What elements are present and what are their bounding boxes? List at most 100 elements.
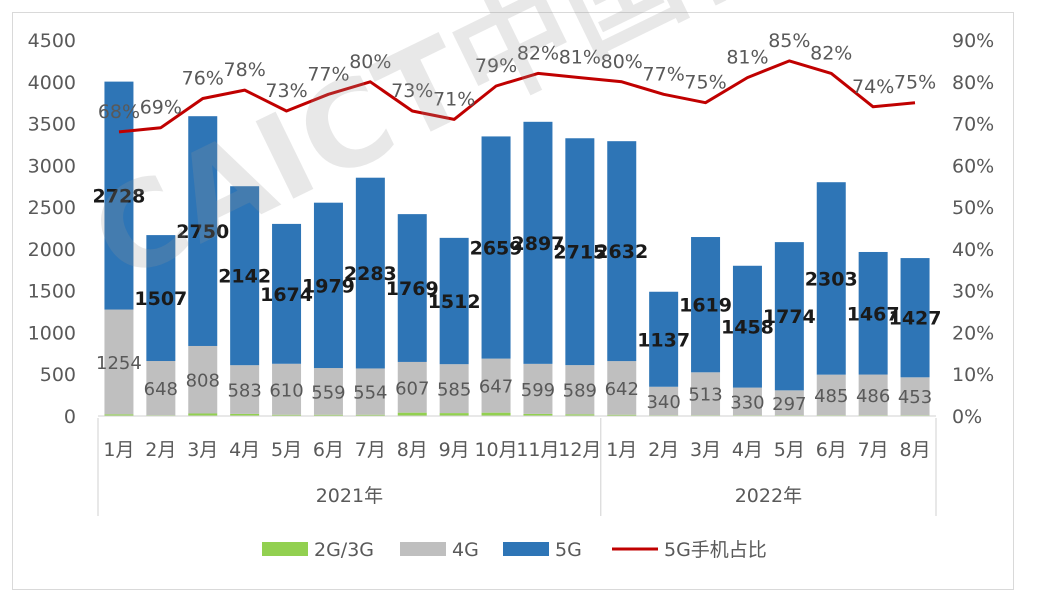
data-label-5g: 1507: [134, 288, 187, 310]
x-tick-label: 3月: [187, 439, 218, 461]
bar-5g: [272, 223, 302, 364]
x-tick-label: 7月: [355, 439, 386, 461]
year-label: 2022年: [735, 485, 802, 507]
bar-5g: [397, 214, 427, 362]
bar-5g: [732, 265, 762, 388]
bar-5g: [146, 235, 176, 362]
share-label: 80%: [349, 51, 391, 73]
x-tick-label: 5月: [271, 439, 302, 461]
data-label-5g: 2142: [218, 266, 271, 288]
share-label: 78%: [224, 59, 266, 81]
bar-2g3g: [355, 414, 385, 416]
share-label: 81%: [726, 47, 768, 69]
y-right-tick-label: 10%: [952, 364, 994, 386]
x-tick-label: 11月: [516, 439, 559, 461]
bar-5g: [607, 141, 637, 362]
bar-2g3g: [188, 413, 218, 416]
bar-2g3g: [313, 414, 343, 416]
data-label-5g: 2283: [344, 263, 397, 285]
bar-4g: [900, 377, 930, 416]
year-label: 2021年: [316, 485, 383, 507]
chart-frame: [12, 12, 1014, 590]
x-tick-label: 2月: [648, 439, 679, 461]
x-tick-label: 6月: [816, 439, 847, 461]
bar-5g: [858, 251, 888, 375]
share-label: 75%: [684, 72, 726, 94]
data-label-4g: 513: [688, 385, 722, 406]
bar-5g: [774, 242, 804, 391]
data-label-4g: 648: [144, 379, 178, 400]
y-left-tick-label: 3500: [28, 114, 76, 136]
y-left-tick-label: 1500: [28, 281, 76, 303]
bar-2g3g: [272, 414, 302, 416]
y-left-tick-label: 4500: [28, 30, 76, 52]
bar-5g: [439, 237, 469, 365]
data-label-5g: 1979: [302, 275, 355, 297]
data-label-5g: 2715: [553, 242, 606, 264]
bar-5g: [649, 291, 679, 387]
data-label-4g: 453: [898, 387, 932, 408]
bar-2g3g: [104, 414, 134, 416]
data-label-4g: 583: [227, 381, 261, 402]
bar-5g: [188, 116, 218, 346]
data-label-4g: 642: [605, 379, 639, 400]
bar-4g: [649, 386, 679, 416]
data-label-4g: 647: [479, 377, 513, 398]
bar-4g: [774, 390, 804, 416]
x-tick-label: 9月: [439, 439, 470, 461]
bar-5g: [481, 136, 511, 359]
data-label-5g: 2728: [93, 186, 146, 208]
x-tick-label: 3月: [690, 439, 721, 461]
bar-4g: [188, 345, 218, 414]
data-label-5g: 2303: [805, 268, 858, 290]
data-label-5g: 2897: [512, 233, 565, 255]
share-label: 69%: [140, 97, 182, 119]
x-tick-label: 8月: [397, 439, 428, 461]
bar-2g3g: [230, 413, 260, 416]
y-left-tick-label: 2000: [28, 239, 76, 261]
bar-4g: [313, 368, 343, 415]
share-label: 81%: [559, 47, 601, 69]
y-left-tick-label: 500: [40, 364, 76, 386]
data-label-4g: 585: [437, 380, 471, 401]
y-left-tick-label: 2500: [28, 197, 76, 219]
legend-swatch: [262, 542, 308, 556]
bar-4g: [355, 368, 385, 415]
share-label: 79%: [475, 55, 517, 77]
bar-5g: [816, 182, 846, 375]
bar-4g: [481, 358, 511, 413]
bar-4g: [523, 363, 553, 414]
bar-4g: [816, 374, 846, 416]
y-left-tick-label: 3000: [28, 155, 76, 177]
bar-2g3g: [565, 414, 595, 416]
share-label: 85%: [768, 30, 810, 52]
data-label-4g: 599: [521, 380, 555, 401]
share-label: 82%: [810, 42, 852, 64]
share-label: 77%: [307, 63, 349, 85]
share-line: [118, 59, 916, 134]
bar-5g: [104, 81, 134, 310]
legend-label: 5G: [555, 539, 582, 561]
bar-5g: [313, 202, 343, 369]
bar-2g3g: [481, 412, 511, 416]
share-label: 75%: [894, 72, 936, 94]
share-label: 73%: [391, 80, 433, 102]
data-label-5g: 2632: [595, 241, 648, 263]
legend-swatch: [503, 542, 549, 556]
bar-5g: [565, 138, 595, 366]
data-label-5g: 1774: [763, 306, 816, 328]
legend-label: 2G/3G: [314, 539, 374, 561]
bar-5g: [900, 258, 930, 378]
bar-2g3g: [607, 414, 637, 416]
share-label: 71%: [433, 88, 475, 110]
y-right-tick-label: 0%: [952, 406, 982, 428]
share-label: 76%: [182, 67, 224, 89]
bar-4g: [565, 365, 595, 415]
bar-4g: [439, 364, 469, 414]
data-label-5g: 2659: [470, 238, 523, 260]
share-label: 74%: [852, 76, 894, 98]
bar-5g: [691, 237, 721, 373]
data-label-5g: 1512: [428, 291, 481, 313]
data-label-4g: 554: [353, 383, 387, 404]
